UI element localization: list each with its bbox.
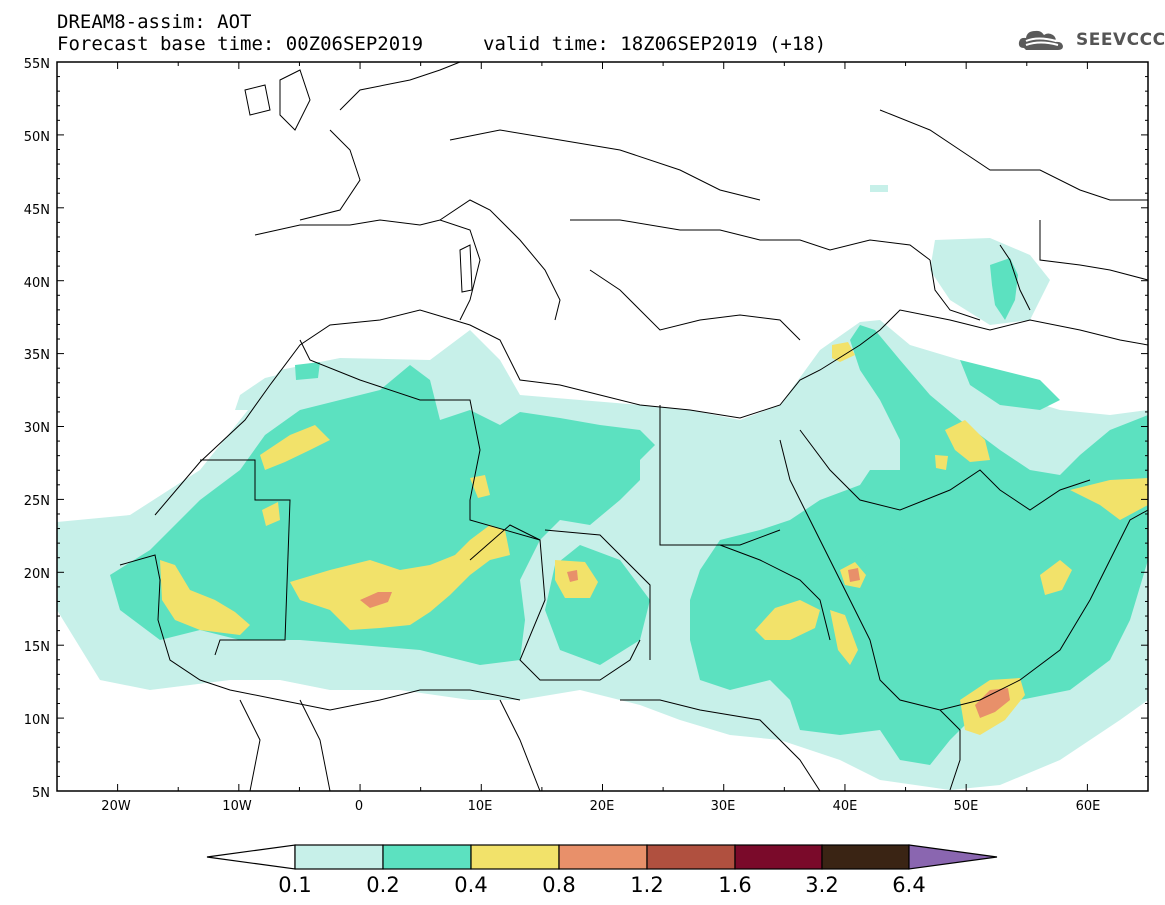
colorbar-label: 0.2 bbox=[366, 873, 399, 897]
lon-label: 20W bbox=[101, 799, 131, 814]
lat-label: 15N bbox=[24, 640, 50, 655]
lat-label: 30N bbox=[24, 421, 50, 436]
lon-label: 50E bbox=[954, 799, 979, 814]
aot-level-0-8 bbox=[360, 568, 1010, 718]
lon-label: 40E bbox=[833, 799, 858, 814]
colorbar-label: 0.4 bbox=[454, 873, 487, 897]
lon-label: 10W bbox=[222, 799, 252, 814]
colorbar-label: 6.4 bbox=[892, 873, 925, 897]
lon-label: 10E bbox=[468, 799, 493, 814]
aot-level-0-4 bbox=[160, 342, 1148, 735]
colorbar-bin bbox=[470, 844, 560, 870]
seevccc-logo: SEEVCCC bbox=[1018, 26, 1165, 54]
forecast-base-time: Forecast base time: 00Z06SEP2019 bbox=[57, 33, 424, 55]
colorbar-bin bbox=[821, 844, 910, 870]
lat-label: 20N bbox=[24, 567, 50, 582]
lat-label: 50N bbox=[24, 130, 50, 145]
lat-label: 25N bbox=[24, 494, 50, 509]
colorbar-bin bbox=[646, 844, 736, 870]
colorbar-label: 1.6 bbox=[718, 873, 751, 897]
colorbar-label: 1.2 bbox=[630, 873, 663, 897]
logo-text: SEEVCCC bbox=[1076, 30, 1165, 50]
coastlines bbox=[119, 62, 1148, 791]
lat-label: 40N bbox=[24, 276, 50, 291]
colorbar-under bbox=[206, 844, 296, 870]
cloud-icon bbox=[1018, 30, 1063, 50]
lon-label: 0 bbox=[355, 799, 363, 814]
colorbar-label: 0.8 bbox=[542, 873, 575, 897]
lon-axis: 20W 10W 0 10E 20E 30E 40E 50E 60E bbox=[101, 799, 1100, 814]
colorbar-bin bbox=[558, 844, 648, 870]
axis-ticks bbox=[56, 61, 1149, 792]
lat-label: 5N bbox=[32, 786, 50, 801]
lat-label: 45N bbox=[24, 203, 50, 218]
colorbar-bin bbox=[382, 844, 472, 870]
lat-label: 10N bbox=[24, 713, 50, 728]
colorbar-label: 0.1 bbox=[278, 873, 311, 897]
chart-title: DREAM8-assim: AOT bbox=[57, 11, 252, 33]
colorbar-over bbox=[908, 844, 998, 870]
colorbar-label: 3.2 bbox=[805, 873, 838, 897]
lat-label: 55N bbox=[24, 57, 50, 72]
colorbar-bin bbox=[294, 844, 384, 870]
aot-field bbox=[57, 62, 1148, 791]
lon-label: 20E bbox=[590, 799, 615, 814]
lon-label: 60E bbox=[1076, 799, 1101, 814]
lat-label: 35N bbox=[24, 348, 50, 363]
aot-level-0-2 bbox=[110, 258, 1148, 765]
valid-time: valid time: 18Z06SEP2019 (+18) bbox=[483, 33, 827, 55]
colorbar: 0.1 0.2 0.4 0.8 1.2 1.6 3.2 6.4 bbox=[206, 844, 998, 897]
lon-label: 30E bbox=[711, 799, 736, 814]
colorbar-bin bbox=[734, 844, 823, 870]
lat-axis: 55N 50N 45N 40N 35N 30N 25N 20N 15N 10N … bbox=[24, 57, 50, 801]
